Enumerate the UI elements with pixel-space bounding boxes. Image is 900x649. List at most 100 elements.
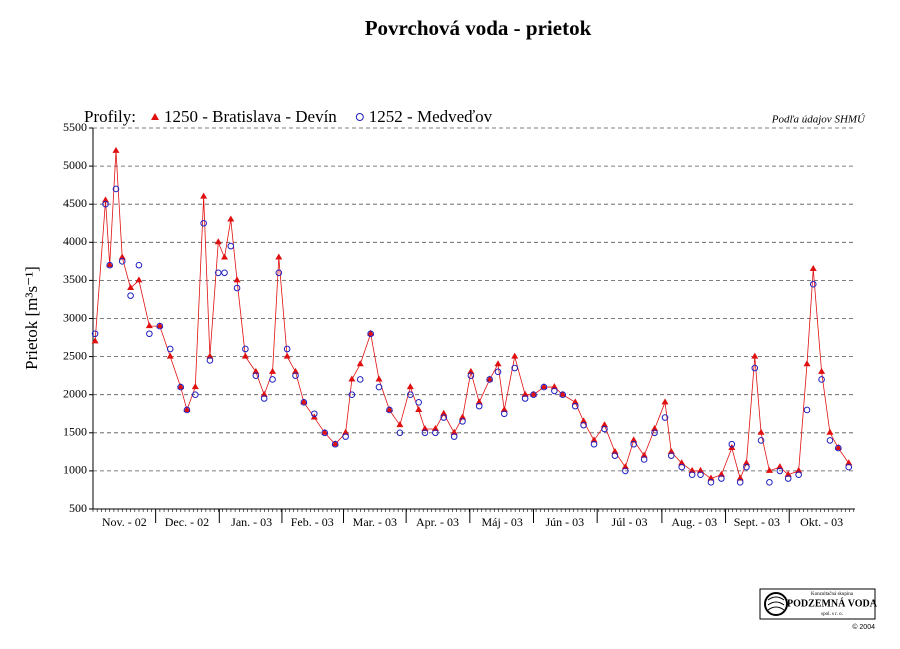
- data-point: [834, 444, 842, 451]
- data-point: [356, 376, 364, 383]
- data-point: [269, 376, 276, 383]
- x-tick-label: Aug. - 03: [671, 515, 717, 529]
- data-point: [342, 428, 350, 435]
- data-point: [803, 406, 811, 414]
- data-point: [440, 414, 448, 421]
- data-point: [233, 284, 241, 292]
- x-tick-label: Júl - 03: [612, 515, 648, 529]
- data-point: [697, 466, 705, 473]
- data-point: [630, 436, 638, 443]
- data-point: [127, 284, 135, 291]
- data-point: [406, 383, 414, 390]
- data-point: [177, 383, 185, 390]
- x-tick-label: Jún - 03: [545, 515, 584, 529]
- data-point: [269, 367, 277, 374]
- data-point: [697, 471, 704, 479]
- data-point: [135, 261, 143, 269]
- data-point: [475, 402, 483, 410]
- data-point: [102, 200, 109, 208]
- x-tick-label: Jan. - 03: [231, 515, 272, 529]
- data-point: [511, 352, 519, 359]
- data-point: [415, 405, 423, 412]
- data-point: [845, 459, 853, 466]
- legend-marker: [355, 113, 364, 121]
- data-point: [200, 219, 207, 227]
- data-point: [214, 238, 222, 245]
- data-point: [183, 406, 191, 414]
- data-point: [118, 253, 126, 260]
- data-point: [551, 387, 558, 395]
- data-point: [667, 447, 675, 454]
- data-point: [795, 471, 802, 479]
- y-tick-label: 500: [69, 501, 87, 515]
- data-point: [640, 451, 648, 458]
- data-point: [651, 424, 659, 431]
- data-point: [661, 414, 669, 421]
- data-point: [421, 429, 429, 437]
- data-point: [227, 242, 235, 250]
- data-point: [191, 391, 199, 399]
- data-point: [834, 444, 842, 452]
- data-point: [260, 395, 268, 402]
- data-point: [106, 261, 114, 268]
- data-point: [521, 395, 529, 402]
- data-point: [450, 433, 458, 440]
- data-point: [611, 452, 619, 459]
- data-point: [500, 410, 508, 418]
- data-point: [166, 352, 174, 359]
- data-point: [511, 364, 519, 372]
- data-point: [421, 424, 429, 431]
- data-point: [550, 383, 558, 390]
- data-point: [809, 280, 817, 288]
- x-tick-label: Feb. - 03: [291, 515, 334, 529]
- data-point: [475, 398, 483, 405]
- data-point: [300, 398, 308, 405]
- logo-waves: [767, 596, 785, 611]
- data-point: [688, 466, 696, 473]
- data-point: [342, 433, 349, 440]
- data-point: [166, 345, 174, 353]
- data-point: [667, 452, 675, 459]
- data-point: [386, 406, 393, 414]
- data-point: [743, 463, 750, 471]
- x-tick-label: Sept. - 03: [734, 515, 780, 529]
- data-point: [102, 196, 110, 203]
- data-point: [494, 360, 502, 367]
- data-point: [529, 390, 537, 397]
- x-tick-label: Máj - 03: [482, 515, 523, 529]
- data-point: [106, 261, 114, 269]
- data-point: [765, 466, 773, 473]
- data-point: [431, 424, 439, 431]
- data-point: [601, 425, 608, 433]
- legend-entry: 1250 - Bratislava - Devín: [164, 107, 337, 126]
- data-point: [348, 391, 356, 399]
- data-point: [736, 479, 744, 486]
- data-point: [580, 417, 588, 424]
- data-point: [742, 459, 750, 466]
- data-point: [651, 429, 658, 437]
- data-point: [300, 399, 308, 406]
- logo: Konzultačná skupina PODZEMNÁ VODA spol. …: [759, 588, 878, 631]
- data-point: [795, 466, 803, 473]
- data-point: [241, 352, 249, 359]
- data-point: [459, 413, 467, 420]
- data-point: [766, 479, 773, 486]
- data-point: [127, 292, 134, 299]
- data-point: [688, 471, 696, 479]
- data-point: [718, 475, 725, 482]
- data-point: [233, 276, 241, 283]
- logo-text: Konzultačná skupina: [811, 592, 854, 597]
- data-point: [580, 421, 587, 429]
- data-point: [450, 428, 458, 435]
- y-tick-label: 5500: [63, 120, 87, 134]
- data-point: [396, 429, 404, 437]
- data-point: [206, 357, 214, 364]
- data-point: [112, 146, 120, 153]
- data-point: [375, 375, 383, 382]
- logo-text: PODZEMNÁ VODA: [787, 597, 878, 609]
- data-point: [440, 409, 448, 416]
- data-point: [367, 329, 375, 336]
- data-point: [310, 410, 318, 418]
- data-point: [91, 337, 99, 344]
- data-point: [521, 390, 529, 397]
